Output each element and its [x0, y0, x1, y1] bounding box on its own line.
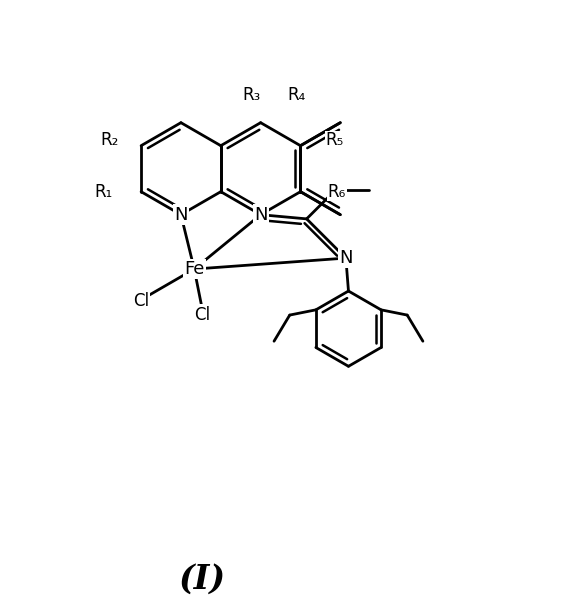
- Text: N: N: [174, 206, 188, 223]
- Text: Cl: Cl: [133, 292, 149, 310]
- Text: R₅: R₅: [325, 132, 344, 149]
- Text: R₁: R₁: [94, 182, 112, 201]
- Text: R₂: R₂: [101, 132, 119, 149]
- Text: R₄: R₄: [287, 86, 305, 104]
- Text: Fe: Fe: [184, 260, 204, 278]
- Text: R₆: R₆: [328, 182, 346, 201]
- Text: (I): (I): [178, 562, 226, 596]
- Text: R₃: R₃: [242, 86, 260, 104]
- Text: N: N: [254, 206, 268, 223]
- Text: Cl: Cl: [194, 306, 210, 324]
- Text: N: N: [339, 249, 353, 267]
